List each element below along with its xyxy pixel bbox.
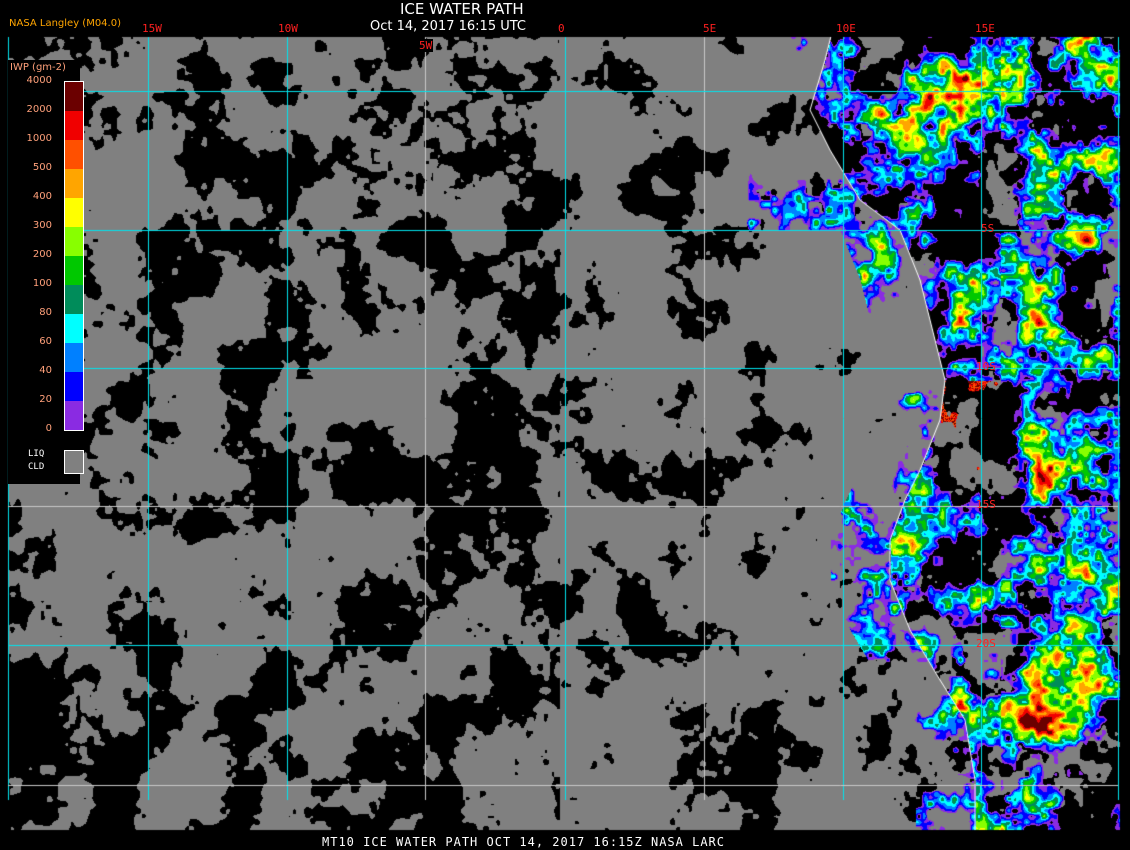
legend-tick-label: 20 (39, 394, 52, 405)
liquid-cloud-label: CLD (28, 462, 45, 472)
legend-tick-label: 80 (39, 307, 52, 318)
legend-color-segment (65, 198, 83, 227)
legend-tick-label: 100 (32, 278, 52, 289)
lon-label-5w: 5W (418, 39, 434, 52)
lon-label-10e: 10E (836, 22, 856, 35)
legend-tick-label: 300 (32, 220, 52, 231)
lon-label-15w: 15W (142, 22, 162, 35)
legend-color-segment (65, 401, 83, 430)
footer-caption: MT10 ICE WATER PATH OCT 14, 2017 16:15Z … (322, 835, 726, 849)
legend-color-segment (65, 140, 83, 169)
legend-tick-label: 2000 (26, 104, 52, 115)
legend-tick-label: 4000 (26, 75, 52, 86)
legend-tick-label: 500 (32, 162, 52, 173)
legend-color-segment (65, 314, 83, 343)
lat-label-15s: 15S (976, 498, 996, 511)
lat-label-10s: 10S (976, 360, 996, 373)
map-title: ICE WATER PATH (400, 0, 524, 18)
lon-label-15e: 15E (975, 22, 995, 35)
legend-color-segment (65, 227, 83, 256)
legend-tick-label: 0 (45, 423, 52, 434)
map-datetime: Oct 14, 2017 16:15 UTC (370, 19, 526, 34)
legend-tick-label: 40 (39, 365, 52, 376)
legend-color-segment (65, 256, 83, 285)
legend-color-segment (65, 343, 83, 372)
legend-tick-label: 1000 (26, 133, 52, 144)
credit-label: NASA Langley (M04.0) (9, 18, 121, 29)
lon-label-5e: 5E (703, 22, 717, 35)
legend-color-segment (65, 169, 83, 198)
legend-tick-label: 60 (39, 336, 52, 347)
legend-color-segment (65, 372, 83, 401)
lat-label-20s: 20S (976, 637, 996, 650)
lon-label-0: 0 (558, 22, 565, 35)
legend-color-segment (65, 82, 83, 111)
legend-tick-label: 400 (32, 191, 52, 202)
legend-tick-label: 200 (32, 249, 52, 260)
legend-color-segment (65, 285, 83, 314)
legend-color-bar (64, 81, 84, 431)
liquid-cloud-swatch (64, 450, 84, 474)
lon-label-10w: 10W (278, 22, 298, 35)
legend-title: IWP (gm-2) (10, 62, 66, 73)
liquid-cloud-label: LIQ (28, 449, 45, 459)
lat-label-5s: 5S (981, 222, 995, 235)
legend-color-segment (65, 111, 83, 140)
color-legend: IWP (gm-2) 4000 2000 1000 500 400 300 200 100 80… (8, 60, 84, 484)
